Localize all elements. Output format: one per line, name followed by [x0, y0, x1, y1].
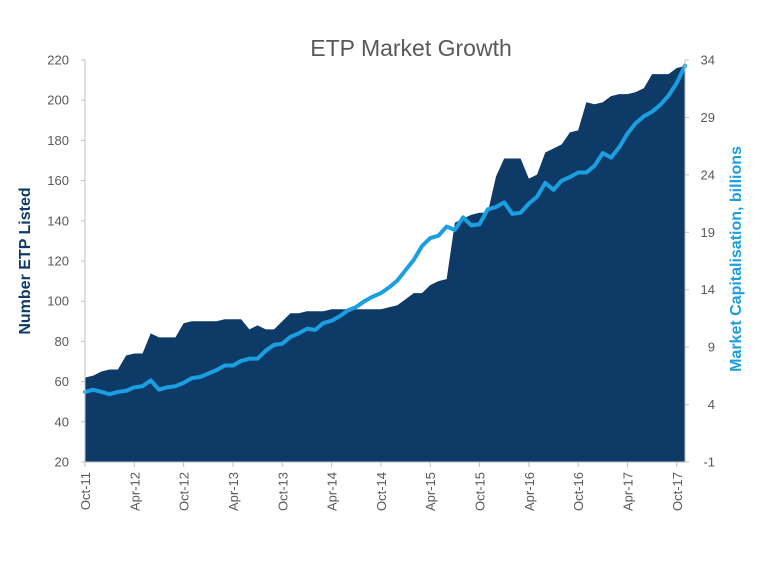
right-tick-label: 29	[701, 110, 715, 125]
chart-title: ETP Market Growth	[310, 35, 512, 61]
x-tick-label: Apr-14	[325, 472, 340, 511]
x-axis-ticks: Oct-11 Apr-12 Oct-12 Apr-13 Oct-13 Apr-14 Oct-…	[78, 462, 685, 511]
right-tick-label: 19	[701, 225, 715, 240]
right-y-axis-title: Market Capitalisation, billions	[728, 146, 745, 372]
x-tick-label: Apr-16	[522, 472, 537, 511]
left-tick-label: 220	[47, 53, 69, 68]
x-tick-label: Apr-13	[226, 472, 241, 511]
right-tick-label: 4	[708, 397, 715, 412]
left-tick-label: 60	[55, 374, 69, 389]
x-tick-label: Oct-13	[275, 472, 290, 511]
left-y-axis-title: Number ETP Listed	[17, 187, 34, 334]
right-y-axis-ticks: -1 4 9 14 19 24 29 34	[685, 53, 715, 470]
right-tick-label: 14	[701, 282, 715, 297]
left-tick-label: 40	[55, 414, 69, 429]
left-y-axis-ticks: 20 40 60 80 100 120 140 160 180 200 220	[47, 53, 85, 470]
x-tick-label: Apr-12	[127, 472, 142, 511]
left-tick-label: 80	[55, 334, 69, 349]
left-tick-label: 140	[47, 213, 69, 228]
x-tick-label: Apr-17	[621, 472, 636, 511]
x-tick-label: Oct-14	[374, 472, 389, 511]
plot-area	[83, 63, 687, 462]
x-tick-label: Oct-15	[473, 472, 488, 511]
left-tick-label: 180	[47, 133, 69, 148]
right-tick-label: 9	[708, 340, 715, 355]
x-tick-label: Oct-17	[670, 472, 685, 511]
right-tick-label: -1	[703, 455, 715, 470]
x-tick-label: Oct-12	[177, 472, 192, 511]
left-tick-label: 200	[47, 93, 69, 108]
right-tick-label: 34	[701, 53, 715, 68]
etp-listed-area	[85, 66, 685, 462]
x-tick-label: Apr-15	[423, 472, 438, 511]
left-tick-label: 20	[55, 455, 69, 470]
x-tick-label: Oct-16	[571, 472, 586, 511]
left-tick-label: 160	[47, 173, 69, 188]
left-tick-label: 120	[47, 254, 69, 269]
left-tick-label: 100	[47, 294, 69, 309]
x-tick-label: Oct-11	[78, 472, 93, 510]
market-cap-line	[83, 63, 687, 397]
right-tick-label: 24	[701, 167, 715, 182]
